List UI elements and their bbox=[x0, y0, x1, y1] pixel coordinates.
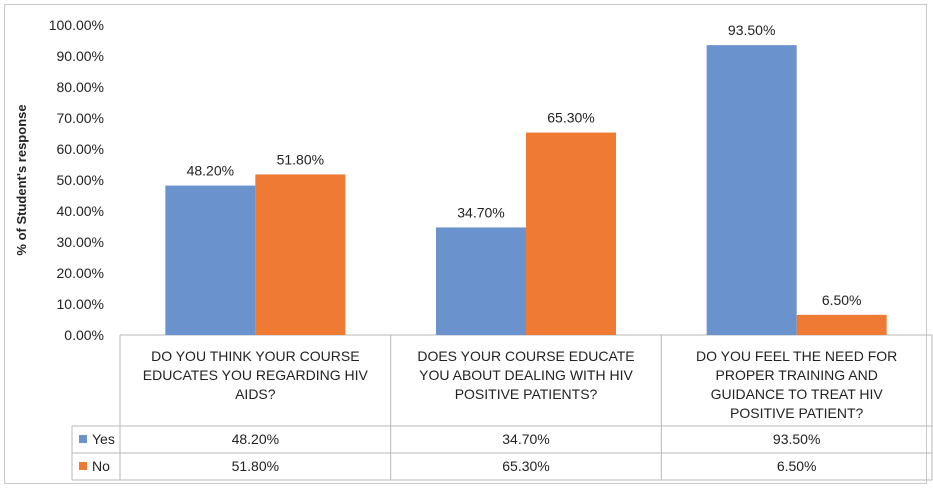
y-tick-label: 70.00% bbox=[57, 110, 104, 126]
bar-yes-1 bbox=[165, 185, 256, 335]
y-tick-label: 50.00% bbox=[57, 172, 104, 188]
legend-label: No bbox=[92, 458, 110, 474]
data-label: 48.20% bbox=[187, 163, 234, 179]
y-tick-label: 60.00% bbox=[57, 141, 104, 157]
legend-swatch-yes bbox=[79, 435, 87, 443]
bar-no-1 bbox=[255, 174, 346, 335]
data-label: 65.30% bbox=[547, 110, 594, 126]
table-cell-value: 34.70% bbox=[502, 431, 549, 447]
table-cell-value: 93.50% bbox=[773, 431, 820, 447]
data-label: 6.50% bbox=[822, 292, 862, 308]
bar-no-3 bbox=[796, 314, 887, 335]
y-tick-label: 100.00% bbox=[49, 17, 104, 33]
bar-yes-3 bbox=[706, 45, 797, 336]
bar-yes-2 bbox=[436, 227, 526, 335]
category-label: YOU ABOUT DEALING WITH HIV bbox=[419, 367, 633, 383]
bar-no-2 bbox=[526, 132, 616, 335]
table-cell-value: 51.80% bbox=[232, 458, 279, 474]
category-label: EDUCATES YOU REGARDING HIV bbox=[143, 367, 369, 383]
data-label: 93.50% bbox=[728, 22, 775, 38]
y-tick-label: 30.00% bbox=[57, 234, 104, 250]
category-label: POSITIVE PATIENT? bbox=[730, 405, 864, 421]
table-cell-value: 48.20% bbox=[232, 431, 279, 447]
legend-label: Yes bbox=[92, 431, 115, 447]
category-label: AIDS? bbox=[235, 386, 276, 402]
y-tick-label: 10.00% bbox=[57, 296, 104, 312]
y-tick-label: 90.00% bbox=[57, 48, 104, 64]
y-axis-label: % of Student's response bbox=[14, 104, 29, 255]
data-label: 51.80% bbox=[277, 151, 324, 167]
category-label: POSITIVE PATIENTS? bbox=[455, 386, 598, 402]
table-cell-value: 6.50% bbox=[777, 458, 817, 474]
data-label: 34.70% bbox=[457, 204, 504, 220]
legend-swatch-no bbox=[79, 462, 87, 470]
table-cell-value: 65.30% bbox=[502, 458, 549, 474]
category-label: PROPER TRAINING AND bbox=[716, 367, 878, 383]
y-tick-label: 40.00% bbox=[57, 203, 104, 219]
category-label: GUIDANCE TO TREAT HIV bbox=[711, 386, 884, 402]
category-label: DOES YOUR COURSE EDUCATE bbox=[417, 348, 634, 364]
category-label: DO YOU FEEL THE NEED FOR bbox=[696, 348, 897, 364]
y-tick-label: 0.00% bbox=[64, 327, 104, 343]
category-label: DO YOU THINK YOUR COURSE bbox=[151, 348, 359, 364]
y-tick-label: 20.00% bbox=[57, 265, 104, 281]
y-tick-label: 80.00% bbox=[57, 79, 104, 95]
